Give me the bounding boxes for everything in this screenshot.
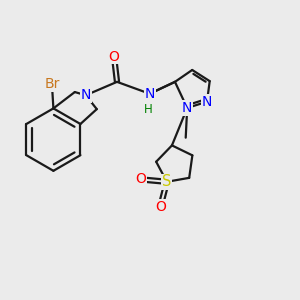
Text: N: N xyxy=(81,88,91,102)
Text: O: O xyxy=(155,200,166,214)
Text: Br: Br xyxy=(44,77,60,91)
Text: O: O xyxy=(109,50,119,64)
Text: O: O xyxy=(135,172,146,186)
Text: N: N xyxy=(145,87,155,101)
Text: S: S xyxy=(162,174,172,189)
Text: N: N xyxy=(182,101,192,115)
Text: H: H xyxy=(144,103,153,116)
Text: N: N xyxy=(202,95,212,109)
